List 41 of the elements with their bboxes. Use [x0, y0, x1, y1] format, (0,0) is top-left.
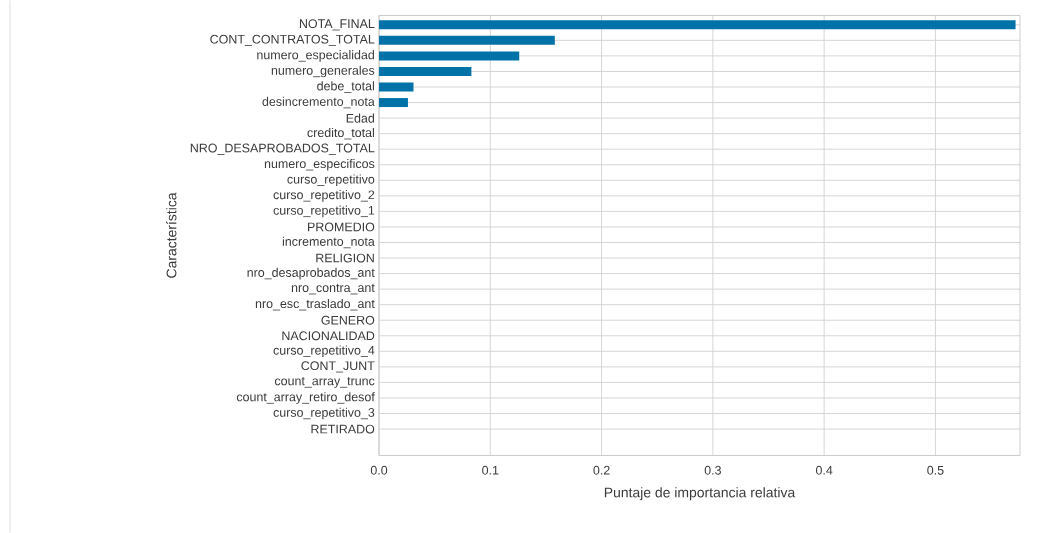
y-tick-label: count_array_trunc: [274, 377, 375, 388]
y-axis-title: Característica: [166, 192, 177, 278]
y-tick-label: curso_repetitivo_2: [273, 190, 375, 202]
bar: [379, 98, 408, 108]
y-tick-label: count_array_retiro_desof: [236, 392, 375, 404]
x-tick-label: 0.3: [704, 465, 721, 475]
y-tick-label: nro_esc_traslado_ant: [255, 298, 375, 311]
bar: [379, 20, 1016, 30]
bar: [379, 35, 555, 45]
y-tick-label: NACIONALIDAD: [282, 331, 375, 341]
y-tick-label: curso_repetitivo_4: [273, 345, 375, 358]
y-tick-label: RELIGION: [316, 253, 374, 263]
bar: [379, 66, 472, 76]
bar: [379, 82, 414, 92]
bar: [379, 51, 520, 61]
y-tick-label: GENERO: [321, 315, 375, 325]
y-tick-label: credito_total: [307, 127, 374, 140]
y-tick-label: PROMEDIO: [308, 222, 375, 232]
x-tick-label: 0.1: [482, 465, 499, 475]
y-tick-label: desincremento_nota: [262, 96, 375, 109]
y-tick-label: NRO_DESAPROBADOS_TOTAL: [190, 143, 375, 155]
y-tick-label: curso_repetitivo_3: [273, 407, 375, 420]
y-tick-label: Edad: [346, 113, 374, 123]
x-tick-label: 0.0: [370, 465, 388, 475]
y-tick-label: curso_repetitivo: [287, 174, 375, 187]
x-tick-label: 0.2: [593, 465, 610, 475]
x-axis-title: Puntaje de importancia relativa: [604, 487, 796, 501]
y-tick-label: curso_repetitivo_1: [273, 205, 375, 218]
y-tick-label: numero_generales: [271, 65, 375, 78]
y-tick-label: debe_total: [317, 81, 374, 93]
y-tick-label: numero_especificos: [264, 158, 375, 171]
y-tick-label: NOTA_FINAL: [299, 19, 375, 31]
y-tick-label: numero_especialidad: [257, 50, 374, 62]
x-tick-label: 0.5: [927, 465, 944, 475]
y-tick-label: nro_desaprobados_ant: [247, 267, 375, 280]
y-tick-label: CONT_CONTRATOS_TOTAL: [210, 34, 375, 46]
y-tick-label: CONT_JUNT: [301, 361, 375, 373]
y-tick-label: RETIRADO: [311, 424, 375, 434]
y-tick-label: nro_contra_ant: [291, 283, 375, 295]
y-tick-label: incremento_nota: [282, 236, 375, 249]
x-tick-label: 0.4: [815, 465, 833, 475]
